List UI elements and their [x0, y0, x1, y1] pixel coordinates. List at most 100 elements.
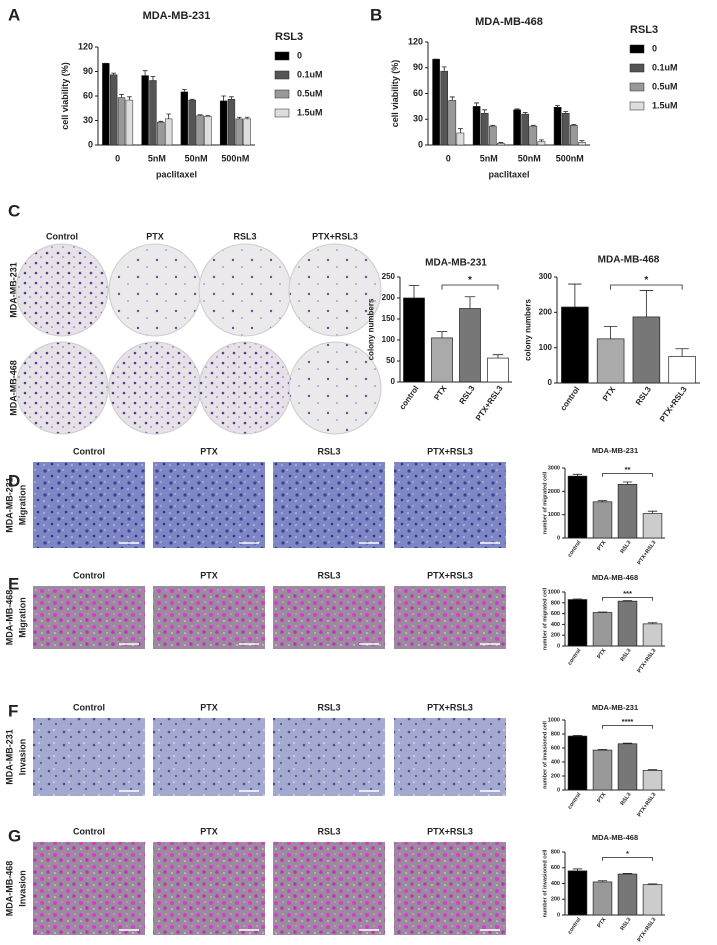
bar [567, 870, 588, 916]
column-label: PTX [200, 702, 218, 712]
bar [642, 770, 663, 791]
y-tick-label: 90 [413, 62, 423, 72]
colony-plate [15, 243, 109, 337]
y-tick-label: 120 [408, 36, 423, 46]
y-axis-label: colony numbers [366, 298, 375, 360]
bar [432, 58, 440, 146]
legend-label: 0.1uM [652, 62, 678, 72]
y-tick-label: 1000 [548, 512, 560, 518]
chart-title: MDA-MB-231 [592, 446, 638, 455]
chart-title: MDA-MB-231 [592, 703, 638, 712]
x-tick-label: control [567, 647, 583, 666]
x-axis-label: paclitaxel [156, 169, 197, 179]
error-bar [555, 105, 561, 108]
error-bar [189, 98, 195, 101]
micrograph [33, 718, 145, 796]
panel-letter: C [8, 201, 20, 220]
bar [521, 113, 530, 146]
x-tick-label: 0 [115, 153, 120, 163]
x-tick-label: PTX+RSL3 [474, 384, 505, 423]
micrograph [33, 462, 145, 548]
bar [497, 143, 505, 146]
error-bar [647, 510, 658, 514]
error-bar [166, 113, 172, 119]
bar [227, 99, 236, 146]
y-tick-label: 0 [391, 377, 396, 386]
bar [537, 141, 546, 146]
x-tick-label: 50nM [518, 153, 541, 163]
x-tick-label: RSL3 [457, 384, 476, 406]
error-bar [572, 598, 583, 600]
panel-letter: F [8, 701, 18, 720]
error-bar [647, 883, 658, 885]
legend-swatch [274, 89, 290, 99]
y-tick-label: 1000 [548, 717, 560, 723]
bar [235, 118, 243, 146]
bar [117, 97, 126, 146]
y-tick-label: 200 [551, 773, 560, 779]
column-label: PTX+RSL3 [427, 446, 473, 456]
bar [617, 743, 638, 791]
error-bar [498, 142, 504, 144]
significance-bracket [602, 725, 653, 729]
bar [592, 749, 613, 791]
significance-label: * [468, 275, 472, 286]
column-label: PTX+RSL3 [312, 231, 358, 241]
bar [459, 308, 481, 383]
colony-plate [198, 243, 292, 337]
error-bar [622, 742, 633, 744]
bar [125, 99, 134, 146]
bar [642, 623, 663, 647]
bar [219, 100, 228, 146]
panel-letter: D [8, 471, 20, 490]
chart-title: MDA-MB-231 [425, 258, 487, 269]
x-tick-label: RSL3 [620, 648, 633, 663]
column-label: RSL3 [317, 446, 340, 456]
column-label: PTX+RSL3 [427, 702, 473, 712]
column-label: Control [73, 570, 105, 580]
bar [617, 483, 638, 539]
y-tick-label: 200 [539, 307, 553, 316]
y-axis-label: number of invasioned cell [543, 721, 549, 789]
micrograph [394, 842, 506, 935]
y-tick-label: 30 [413, 114, 423, 124]
legend-swatch [629, 82, 645, 92]
y-tick-label: 400 [551, 622, 560, 628]
micrograph [273, 718, 385, 796]
column-label: PTX [200, 446, 218, 456]
y-tick-label: 150 [382, 314, 396, 323]
legend-title: RSL3 [630, 24, 658, 36]
error-bar [530, 124, 536, 127]
error-bar [449, 96, 455, 101]
y-tick-label: 200 [551, 897, 560, 903]
x-tick-label: RSL3 [620, 540, 633, 555]
chart-title: MDA-MB-468 [475, 16, 543, 28]
x-tick-label: PTX+RSL3 [637, 540, 658, 566]
x-axis-label: paclitaxel [488, 169, 529, 179]
error-bar [647, 622, 658, 624]
error-bar [579, 140, 585, 143]
significance-bracket [602, 857, 653, 861]
y-tick-label: 100 [539, 343, 553, 352]
bar [561, 306, 589, 384]
legend-swatch [274, 70, 290, 80]
bar [110, 74, 118, 146]
y-tick-label: 3000 [548, 465, 560, 471]
y-tick-label: 0 [418, 139, 423, 149]
y-tick-label: 600 [551, 865, 560, 871]
column-label: Control [73, 702, 105, 712]
y-tick-label: 50 [386, 356, 395, 365]
error-bar [457, 128, 463, 133]
y-axis-label: number of invasioned cell [543, 849, 549, 917]
y-tick-label: 60 [413, 88, 423, 98]
column-label: PTX+RSL3 [427, 570, 473, 580]
y-tick-label: 800 [551, 731, 560, 737]
error-bar [647, 769, 658, 771]
panel-letter: G [8, 826, 21, 845]
micrograph [33, 842, 145, 935]
bar [617, 600, 638, 647]
x-tick-label: PTX+RSL3 [637, 648, 658, 674]
column-label: Control [46, 231, 78, 241]
bar [431, 337, 453, 383]
